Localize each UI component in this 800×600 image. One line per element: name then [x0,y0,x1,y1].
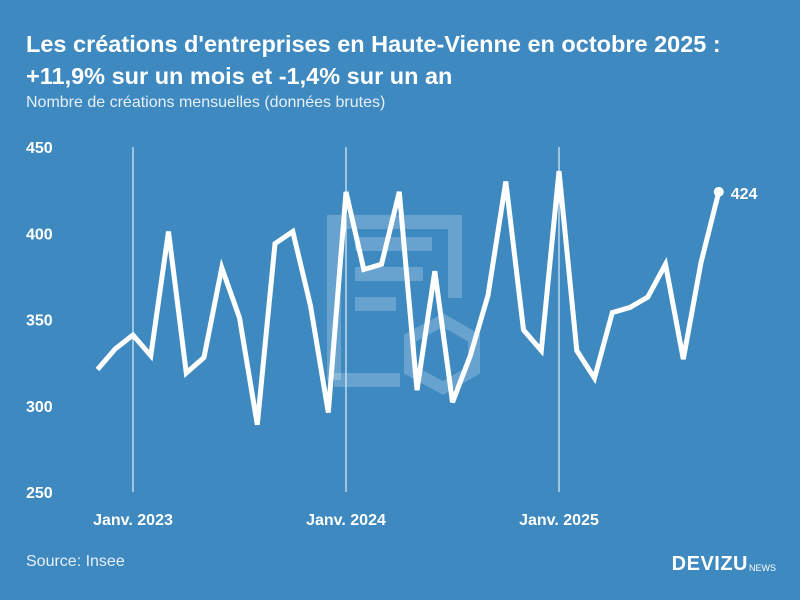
y-tick-label: 450 [26,140,53,157]
y-tick-label: 400 [26,226,53,243]
x-tick-label: Janv. 2025 [519,512,599,529]
y-tick-label: 300 [26,399,53,416]
source-note: Source: Insee [26,553,125,570]
devizu-logo: DEVIZU [671,553,748,575]
y-tick-label: 350 [26,313,53,330]
series-line [95,170,722,426]
chart-title: Les créations d'entreprises en Haute-Vie… [26,31,721,89]
last-value-label: 424 [731,186,758,203]
chart-subtitle: Nombre de créations mensuelles (données … [26,94,386,111]
devizu-logo-suffix: NEWS [749,563,776,573]
x-tick-label: Janv. 2024 [306,512,386,529]
x-tick-label: Janv. 2023 [93,512,173,529]
y-tick-label: 250 [26,485,53,502]
data-point [713,186,724,197]
